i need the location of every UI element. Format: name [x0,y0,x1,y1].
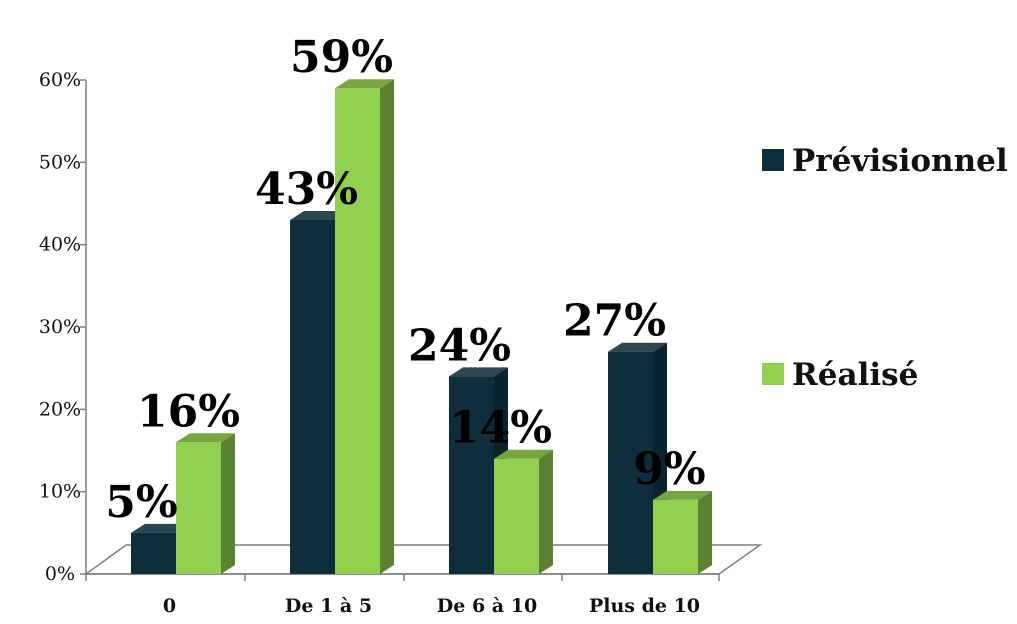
bar-top [494,449,553,459]
x-tick-label: Plus de 10 [589,595,700,617]
y-tick-label: 40% [39,234,81,256]
bar-side [380,79,394,574]
legend: Prévisionnel Réalisé [762,143,1008,393]
bar-realise [176,433,235,574]
data-labels-group: 5% 16% 43% 59% 24% 14% 27% 9% [105,32,705,528]
bar-top [335,79,394,89]
bar-side [539,449,553,574]
data-label: 24% [408,320,511,371]
data-label: 5% [105,477,177,528]
data-label: 9% [633,444,705,495]
legend-label: Réalisé [792,357,918,393]
bars-group [131,79,712,574]
x-tick-label: De 1 à 5 [285,595,372,617]
bar-top [290,210,349,220]
bar-front [449,376,494,574]
bar-top [653,490,712,500]
bar-front [653,499,698,574]
data-label: 59% [290,32,393,83]
y-tick-label: 20% [39,398,81,420]
x-tick-label: 0 [163,595,176,617]
legend-swatch [762,149,784,171]
bar-top [131,523,190,533]
bar-realise [494,449,553,574]
y-tick-label: 30% [39,316,81,338]
bar-top [608,342,667,352]
bar-realise [653,490,712,574]
bar-side [698,490,712,574]
y-tick-label: 10% [39,481,81,503]
y-tick-label: 60% [39,69,81,91]
x-tick-labels: 0 De 1 à 5 De 6 à 10 Plus de 10 [163,595,700,617]
data-label: 16% [137,386,240,437]
bar-front [494,458,539,574]
legend-item-previsionnel: Prévisionnel [762,143,1008,179]
bar-front [335,88,380,574]
legend-label: Prévisionnel [792,143,1008,179]
y-tick-label: 50% [39,151,81,173]
bar-top [176,433,235,443]
y-tick-labels: 0% 10% 20% 30% 40% 50% 60% [39,69,81,585]
bar-front [176,442,221,574]
legend-swatch [762,363,784,385]
data-label: 27% [563,296,666,347]
data-label: 14% [449,403,552,454]
y-tick-label: 0% [45,563,75,585]
bar-front [131,532,176,574]
bar-front [608,351,653,574]
data-label: 43% [255,164,358,215]
bar-top [449,367,508,377]
bar-side [221,433,235,574]
bar-realise [335,79,394,574]
x-tick-label: De 6 à 10 [437,595,537,617]
bar-front [290,219,335,574]
legend-item-realise: Réalisé [762,357,918,393]
